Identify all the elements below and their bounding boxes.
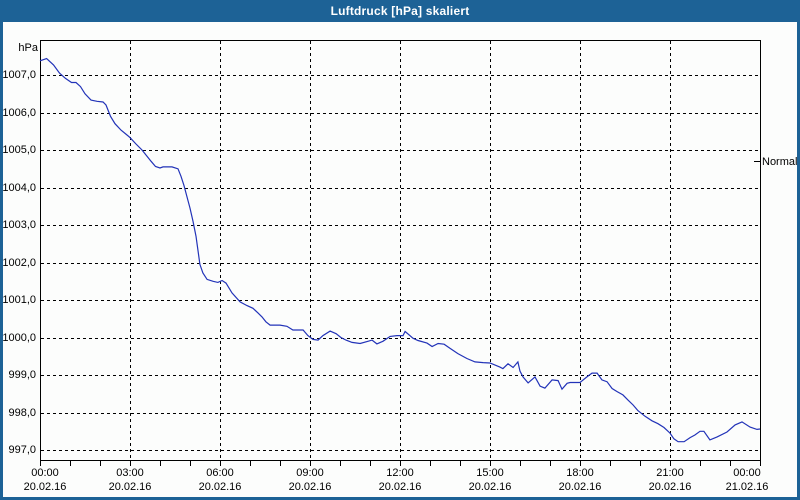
x-tick-date-label: 20.02.16 — [558, 481, 602, 493]
y-tick-label: 1000,0 — [2, 331, 36, 344]
y-tick-label: 998,0 — [8, 406, 36, 419]
x-tick-time-label: 00:00 — [733, 467, 761, 479]
x-tick-date-label: 20.02.16 — [198, 481, 242, 493]
x-tick-time-label: 15:00 — [476, 467, 504, 479]
y-tick-label: 999,0 — [8, 369, 36, 381]
x-tick-date-label: 21.02.16 — [725, 481, 769, 493]
y-tick-label: 1004,0 — [2, 181, 36, 194]
y-tick-label: 1002,0 — [2, 256, 36, 269]
right-axis-normal-label: Normal — [762, 156, 798, 168]
window-title: Luftdruck [hPa] skaliert — [330, 4, 470, 18]
x-tick-time-label: 06:00 — [206, 467, 234, 479]
y-tick-label: 1007,0 — [2, 69, 36, 81]
plot-border — [40, 40, 761, 461]
y-axis-unit-label: hPa — [18, 42, 38, 54]
x-tick-date-label: 20.02.16 — [108, 481, 152, 493]
x-tick-time-label: 00:00 — [31, 467, 59, 479]
x-tick-date-label: 20.02.16 — [288, 481, 332, 493]
y-tick-label: 997,0 — [8, 444, 36, 456]
pressure-series-line — [39, 57, 761, 443]
x-tick-time-label: 21:00 — [656, 467, 684, 479]
y-tick-label: 1005,0 — [2, 144, 36, 156]
x-tick-date-label: 20.02.16 — [468, 481, 512, 493]
y-tick-label: 1001,0 — [2, 294, 36, 306]
window-titlebar[interactable]: Luftdruck [hPa] skaliert — [0, 0, 800, 22]
x-tick-time-label: 09:00 — [296, 467, 324, 479]
x-tick-time-label: 12:00 — [386, 467, 414, 479]
y-tick-label: 1003,0 — [2, 219, 36, 231]
y-tick-label: 1006,0 — [2, 106, 36, 119]
x-tick-date-label: 20.02.16 — [378, 481, 422, 493]
x-tick-date-label: 20.02.16 — [23, 481, 67, 493]
x-tick-time-label: 03:00 — [116, 467, 144, 479]
x-tick-date-label: 20.02.16 — [648, 481, 692, 493]
x-tick-time-label: 18:00 — [566, 467, 594, 479]
